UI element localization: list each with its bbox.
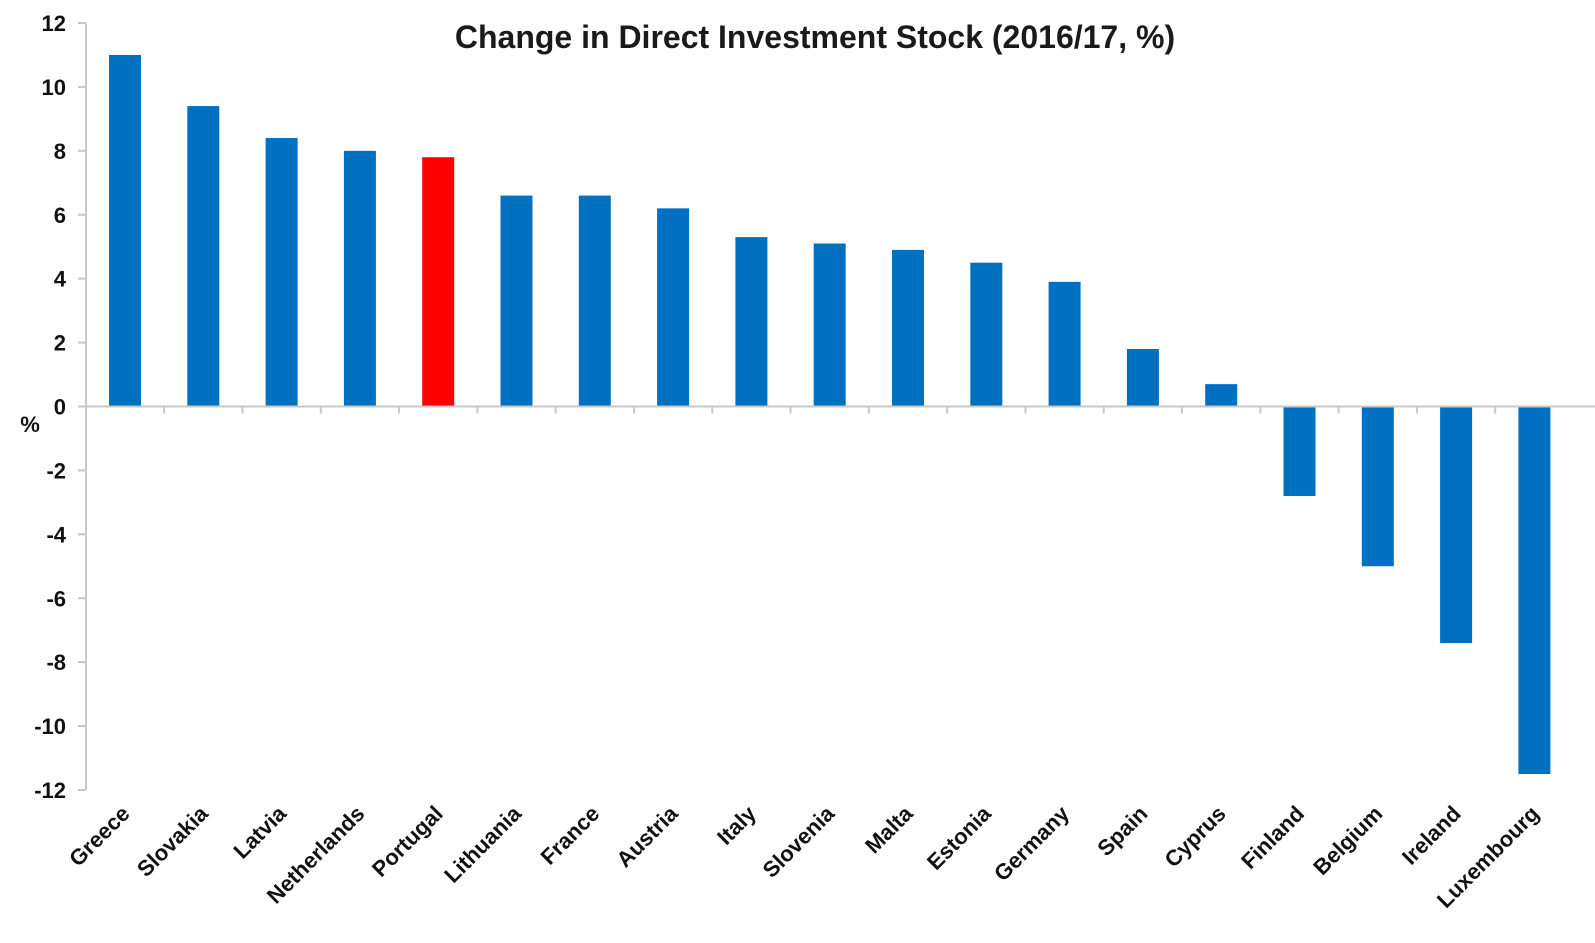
x-tick-label: France (536, 801, 605, 870)
x-tick-label: Estonia (922, 800, 996, 874)
x-tick-label: Ireland (1397, 801, 1466, 870)
y-tick-label: 4 (54, 267, 67, 292)
bar-finland (1284, 407, 1316, 496)
bar-malta (892, 250, 924, 407)
y-tick-label: -6 (46, 586, 66, 611)
y-axis: 12 10 8 6 4 2 0 -2 -4 -6 -8 -10 -12 (34, 11, 86, 803)
x-tick-label: Cyprus (1159, 801, 1230, 872)
bar-italy (735, 237, 767, 406)
x-tick-label: Malta (860, 800, 918, 858)
y-tick-label: -2 (46, 458, 66, 483)
bar-greece (109, 55, 141, 407)
bars (109, 55, 1550, 774)
bar-austria (657, 208, 689, 406)
bar-germany (1049, 282, 1081, 407)
x-tick-label: Slovenia (758, 800, 840, 882)
y-axis-label: % (20, 412, 40, 437)
bar-latvia (266, 138, 298, 406)
chart-title: Change in Direct Investment Stock (2016/… (455, 19, 1175, 55)
x-tick-label: Belgium (1308, 801, 1387, 880)
bar-france (579, 196, 611, 407)
bar-netherlands (344, 151, 376, 407)
y-tick-label: -12 (34, 778, 66, 803)
bar-ireland (1440, 407, 1472, 643)
y-tick-label: 2 (54, 331, 66, 356)
bar-spain (1127, 349, 1159, 407)
bar-luxembourg (1518, 407, 1550, 775)
x-tick-label: Latvia (228, 800, 291, 863)
x-tick-label: Finland (1236, 801, 1309, 874)
bar-portugal (422, 157, 454, 406)
y-tick-label: 8 (54, 139, 66, 164)
x-tick-label: Germany (989, 800, 1075, 886)
bar-belgium (1362, 407, 1394, 567)
x-tick-label: Lithuania (439, 800, 526, 887)
bar-slovakia (187, 106, 219, 406)
x-tick-label: Italy (712, 800, 761, 849)
bar-estonia (970, 263, 1002, 407)
y-tick-label: -10 (34, 714, 66, 739)
y-tick-label: 0 (54, 395, 66, 420)
x-tick-label: Greece (64, 801, 134, 871)
y-tick-label: 10 (42, 75, 66, 100)
bar-slovenia (814, 244, 846, 407)
y-tick-label: -4 (46, 522, 66, 547)
x-tick-label: Austria (611, 800, 683, 872)
x-tick-label: Spain (1092, 801, 1152, 861)
y-tick-label: 12 (42, 11, 66, 36)
bar-cyprus (1205, 384, 1237, 406)
y-tick-label: -8 (46, 650, 66, 675)
y-tick-label: 6 (54, 203, 66, 228)
x-tick-label: Portugal (367, 801, 448, 882)
bar-lithuania (501, 196, 533, 407)
x-tick-label: Slovakia (132, 800, 213, 881)
